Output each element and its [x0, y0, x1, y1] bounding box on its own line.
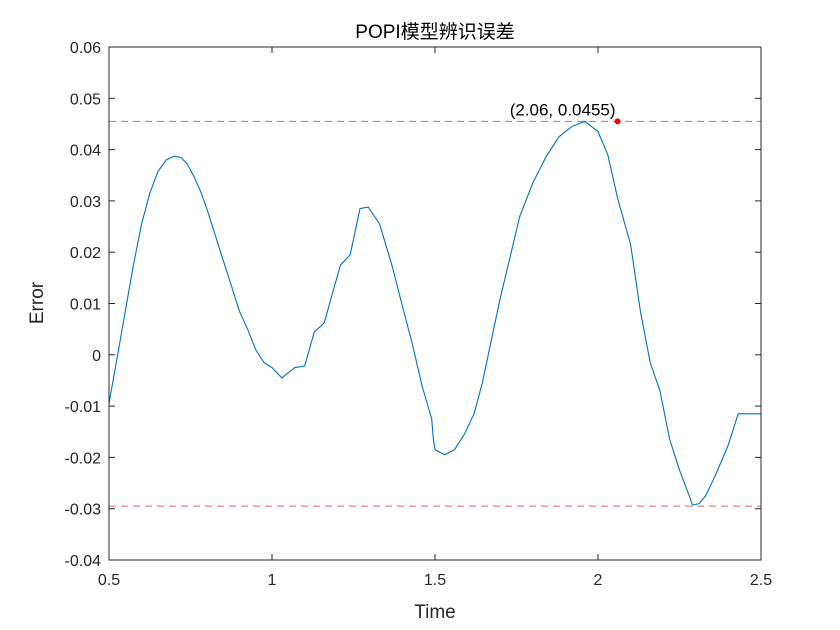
marker-layer: (2.06, 0.0455) [510, 100, 621, 125]
y-axis-ticks: 0.06 0.05 0.04 0.03 0.02 0.01 0 -0.01 -0.02 -0.03… [65, 40, 761, 570]
y-tick-label: 0.02 [70, 245, 101, 262]
y-tick-label: -0.04 [65, 553, 102, 570]
y-tick-label: -0.03 [65, 502, 102, 519]
x-tick-label: 1 [268, 572, 277, 589]
x-axis-ticks: 0.5 1 1.5 2 2.5 [98, 47, 772, 589]
y-axis-label: Error [27, 281, 48, 324]
x-tick-label: 2 [594, 572, 603, 589]
y-tick-label: 0 [92, 348, 101, 365]
peak-annotation: (2.06, 0.0455) [510, 100, 616, 119]
series-line [108, 120, 761, 506]
y-tick-label: 0.03 [70, 194, 101, 211]
peak-marker [614, 118, 621, 125]
y-tick-label: 0.01 [70, 297, 101, 314]
y-tick-label: 0.04 [70, 143, 101, 160]
y-tick-label: -0.01 [65, 399, 102, 416]
x-tick-label: 0.5 [98, 572, 120, 589]
reference-lines [109, 120, 761, 507]
plot-area [109, 47, 761, 560]
series-layer [108, 120, 761, 506]
x-tick-label: 2.5 [750, 572, 772, 589]
x-axis-label: Time [414, 602, 456, 623]
y-tick-label: 0.05 [70, 91, 101, 108]
y-tick-label: -0.02 [65, 450, 102, 467]
x-tick-label: 1.5 [424, 572, 446, 589]
y-tick-label: 0.06 [70, 40, 101, 57]
chart-title: POPI模型辨识误差 [355, 21, 514, 43]
